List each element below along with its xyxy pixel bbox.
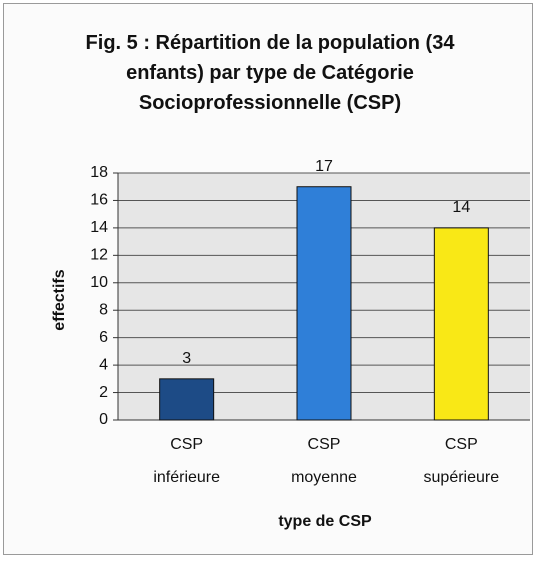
y-tick-label: 10 bbox=[90, 274, 108, 291]
y-tick-label: 18 bbox=[90, 164, 108, 181]
bar bbox=[159, 378, 215, 421]
bar bbox=[296, 186, 352, 421]
y-tick-label: 8 bbox=[99, 301, 108, 318]
data-label: 3 bbox=[182, 350, 191, 367]
y-tick-label: 6 bbox=[99, 329, 108, 346]
data-label: 17 bbox=[315, 158, 333, 175]
data-label: 14 bbox=[452, 199, 470, 216]
y-tick-label: 4 bbox=[99, 356, 108, 373]
y-tick-label: 16 bbox=[90, 192, 108, 209]
y-tick-label: 14 bbox=[90, 219, 108, 236]
x-tick-label: CSP supérieure bbox=[424, 436, 500, 486]
bar bbox=[433, 227, 489, 421]
x-axis-label: type de CSP bbox=[278, 513, 372, 530]
x-tick-label: CSP moyenne bbox=[291, 436, 357, 486]
y-tick-label: 2 bbox=[99, 384, 108, 401]
y-tick-label: 0 bbox=[99, 411, 108, 428]
chart-title: Fig. 5 : Répartition de la population (3… bbox=[85, 32, 455, 114]
x-tick-label: CSP inférieure bbox=[153, 436, 220, 486]
y-tick-label: 12 bbox=[90, 247, 108, 264]
y-axis-label: effectifs bbox=[51, 269, 68, 330]
